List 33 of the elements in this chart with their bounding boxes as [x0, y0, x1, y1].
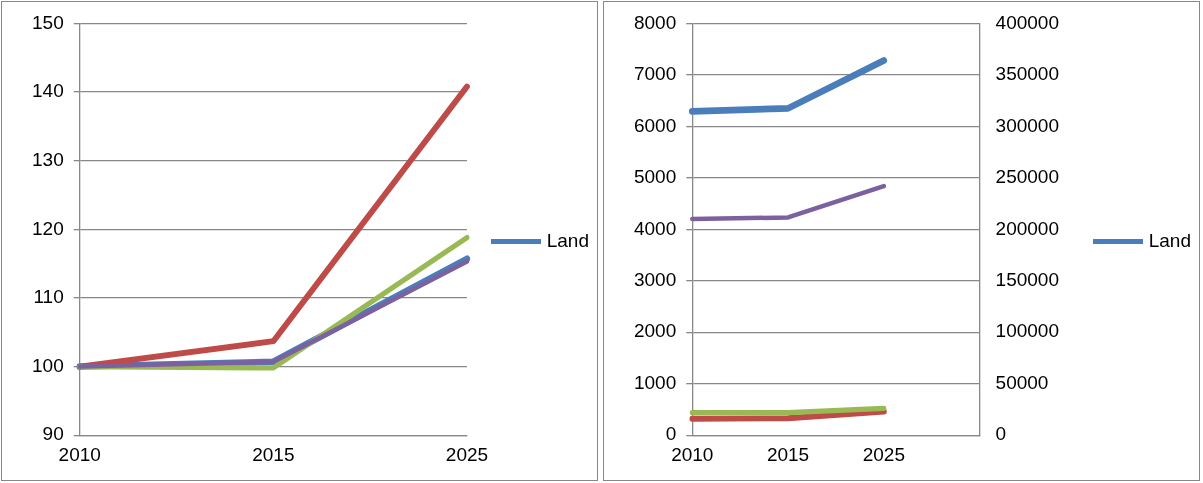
y-tick-label: 4000: [633, 217, 677, 239]
y-tick-label: 1000: [633, 371, 677, 393]
y-tick-label: 120: [32, 217, 64, 239]
x-tick-label: 2015: [766, 443, 810, 465]
y2-tick-label: 50000: [995, 371, 1049, 393]
y2-tick-label: 200000: [995, 217, 1059, 239]
y-tick-label: 150: [32, 11, 64, 33]
y-tick-label: 6000: [633, 114, 677, 136]
y-tick-label: 5000: [633, 166, 677, 188]
legend-label: Land: [1148, 230, 1191, 252]
y2-tick-label: 250000: [995, 166, 1059, 188]
y-tick-label: 110: [33, 286, 64, 308]
x-tick-label: 2025: [445, 443, 489, 465]
legend-label: Land: [546, 230, 589, 252]
y-tick-label: 8000: [633, 11, 677, 33]
y-tick-label: 100: [32, 354, 64, 376]
y-tick-label: 2000: [633, 320, 677, 342]
x-tick-label: 2015: [252, 443, 295, 465]
y-tick-label: 3000: [633, 269, 677, 291]
y-tick-label: 90: [42, 423, 64, 445]
y-tick-label: 140: [32, 80, 64, 102]
y-tick-label: 130: [32, 148, 64, 170]
y-tick-label: 0: [665, 423, 677, 445]
y2-tick-label: 0: [995, 423, 1007, 445]
y2-tick-label: 150000: [995, 269, 1059, 291]
y2-tick-label: 100000: [995, 320, 1059, 342]
x-tick-label: 2025: [862, 443, 905, 465]
y-tick-label: 7000: [633, 63, 677, 85]
y2-tick-label: 350000: [995, 63, 1059, 85]
x-tick-label: 2010: [58, 443, 101, 465]
y2-tick-label: 400000: [995, 11, 1059, 33]
x-tick-label: 2010: [671, 443, 714, 465]
y2-tick-label: 300000: [995, 114, 1059, 136]
